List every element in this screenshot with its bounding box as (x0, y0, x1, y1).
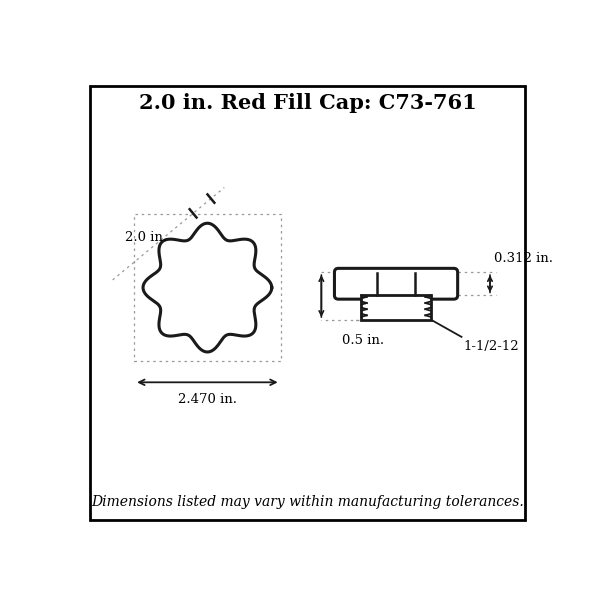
Text: 1-1/2-12: 1-1/2-12 (464, 340, 520, 353)
Bar (361, 295, 431, 320)
Text: 0.312 in.: 0.312 in. (494, 252, 553, 265)
Text: 2.0 in.: 2.0 in. (125, 230, 167, 244)
Text: 2.470 in.: 2.470 in. (178, 393, 237, 406)
FancyBboxPatch shape (334, 268, 458, 299)
Text: 2.0 in. Red Fill Cap: C73-761: 2.0 in. Red Fill Cap: C73-761 (139, 93, 476, 113)
Text: 0.5 in.: 0.5 in. (342, 334, 384, 347)
Text: Dimensions listed may vary within manufacturing tolerances.: Dimensions listed may vary within manufa… (91, 494, 524, 509)
